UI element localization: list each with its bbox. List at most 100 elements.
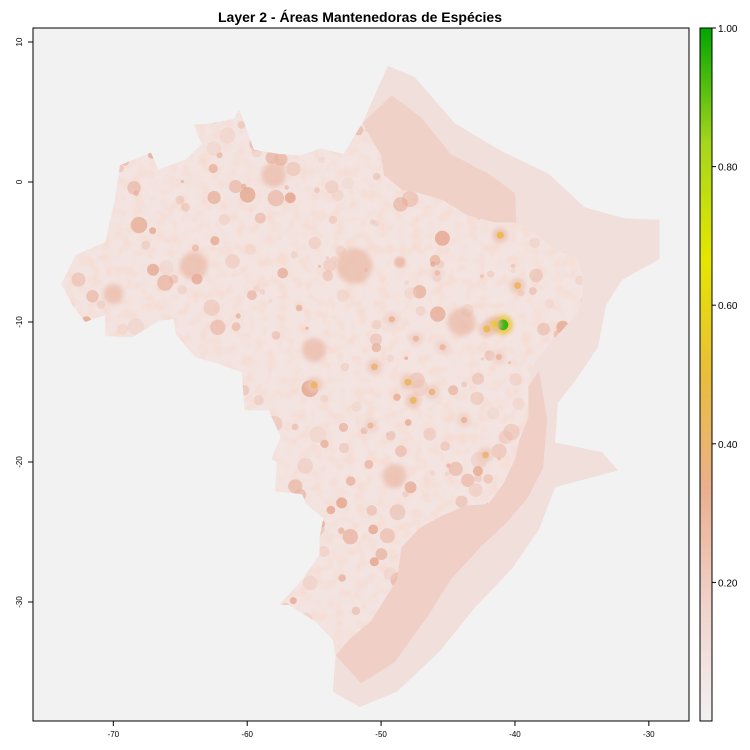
habitat-patch: [326, 505, 336, 515]
x-tick-label: -40: [509, 730, 521, 739]
habitat-patch: [338, 574, 346, 582]
habitat-region: [447, 308, 476, 336]
habitat-patch: [340, 362, 350, 372]
hotspot: [491, 349, 507, 365]
habitat-region: [261, 163, 286, 187]
habitat-patch: [318, 156, 325, 163]
habitat-patch: [141, 240, 151, 250]
color-legend: 1.00 0.80 0.60 0.40 0.20: [699, 24, 738, 722]
hotspot: [492, 227, 509, 243]
habitat-patch: [412, 285, 427, 299]
habitat-region: [382, 464, 407, 488]
habitat-patch: [455, 495, 468, 508]
habitat-patch: [265, 151, 279, 165]
habitat-patch: [446, 463, 451, 468]
hotspot: [384, 311, 400, 327]
habitat-patch: [235, 313, 241, 319]
habitat-patch: [289, 597, 297, 605]
habitat-patch: [440, 441, 450, 452]
habitat-patch: [259, 288, 266, 295]
habitat-patch: [320, 439, 329, 448]
habitat-patch: [219, 127, 236, 144]
plot-frame: [32, 27, 690, 722]
x-tick-label: -30: [643, 730, 655, 739]
habitat-patch: [71, 272, 86, 287]
habitat-patch: [318, 545, 330, 557]
hotspot: [424, 384, 440, 400]
habitat-patch: [364, 459, 374, 469]
raster-layer: [61, 65, 660, 708]
map-title: Layer 2 - Áreas Mantenedoras de Espécies: [218, 9, 502, 25]
hotspot: [435, 340, 450, 355]
habitat-patch: [308, 236, 321, 250]
hotspot: [366, 359, 382, 375]
habitat-patch: [117, 323, 128, 335]
habitat-patch: [404, 481, 417, 494]
habitat-patch: [338, 422, 349, 432]
habitat-patch: [231, 322, 241, 332]
habitat-patch: [208, 163, 218, 174]
hotspot: [509, 277, 526, 294]
habitat-patch: [369, 333, 383, 346]
habitat-patch: [510, 263, 516, 269]
habitat-patch: [309, 426, 326, 443]
habitat-patch: [491, 443, 507, 459]
habitat-patch: [389, 504, 406, 521]
habitat-patch: [277, 267, 289, 279]
hotspot: [408, 331, 424, 346]
habitat-patch: [229, 179, 243, 194]
habitat-patch: [366, 505, 378, 516]
habitat-patch: [86, 290, 99, 303]
habitat-patch: [149, 227, 157, 235]
habitat-patch: [336, 289, 350, 303]
hotspot: [456, 412, 472, 428]
habitat-patch: [269, 298, 273, 303]
habitat-patch: [429, 254, 441, 266]
habitat-patch: [267, 190, 285, 207]
habitat-patch: [253, 395, 264, 406]
habitat-patch: [302, 575, 318, 591]
x-axis: -70 -60 -50 -40 -30: [108, 721, 655, 739]
habitat-patch: [480, 274, 484, 279]
habitat-patch: [96, 300, 106, 309]
legend-tick-label: 0.20: [718, 578, 738, 589]
habitat-patch: [512, 397, 525, 410]
hotspot: [363, 418, 378, 433]
habitat-patch: [508, 361, 511, 365]
habitat-patch: [372, 172, 381, 181]
hotspot: [430, 265, 445, 281]
habitat-patch: [461, 381, 467, 388]
habitat-patch: [528, 287, 537, 296]
habitat-patch: [369, 557, 379, 567]
habitat-patch: [368, 524, 379, 535]
legend-tick-label: 0.40: [718, 440, 738, 451]
habitat-patch: [237, 121, 246, 129]
hotspot: [479, 321, 495, 337]
habitat-patch: [448, 461, 463, 476]
habitat-patch: [372, 220, 380, 227]
habitat-patch: [342, 529, 358, 545]
x-tick-label: -60: [241, 730, 253, 739]
habitat-patch: [330, 256, 338, 264]
hotspot: [477, 447, 494, 463]
habitat-patch: [404, 419, 412, 426]
habitat-patch: [284, 185, 290, 190]
northern-shelf-band: [362, 95, 517, 223]
x-tick-label: -70: [108, 730, 120, 739]
habitat-patch: [393, 255, 407, 269]
habitat-patch: [393, 393, 401, 401]
habitat-region: [179, 252, 208, 280]
habitat-patch: [402, 490, 409, 498]
habitat-patch: [317, 264, 322, 268]
habitat-patch: [157, 274, 174, 291]
habitat-patch: [470, 391, 484, 405]
habitat-patch: [180, 179, 184, 184]
habitat-patch: [404, 356, 408, 360]
habitat-patch: [503, 423, 520, 441]
habitat-patch: [481, 357, 484, 361]
habitat-patch: [295, 304, 303, 312]
habitat-patch: [544, 299, 554, 309]
habitat-patch: [284, 192, 296, 204]
habitat-patch: [342, 177, 354, 189]
